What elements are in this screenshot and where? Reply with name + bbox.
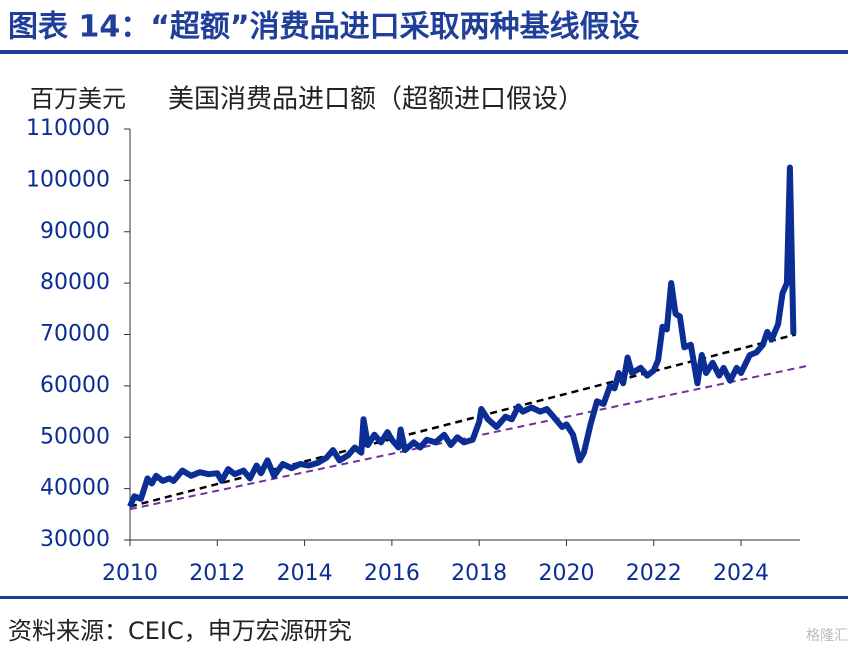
- y-tick-label: 80000: [40, 270, 110, 295]
- header-rule: [0, 50, 848, 54]
- y-tick-label: 30000: [40, 527, 110, 552]
- x-tick-label: 2014: [277, 561, 333, 586]
- chart-title: 美国消费品进口额（超额进口假设）: [168, 85, 584, 115]
- footer-rule: [0, 596, 848, 599]
- y-tick-label: 40000: [40, 476, 110, 501]
- watermark: 格隆汇: [806, 628, 848, 644]
- y-tick-label: 100000: [26, 167, 110, 192]
- y-tick-label: 50000: [40, 424, 110, 449]
- figure-title: 图表 14：“超额”消费品进口采取两种基线假设: [8, 10, 640, 45]
- x-tick-label: 2024: [713, 561, 769, 586]
- series-line: [129, 333, 796, 508]
- x-tick-label: 2016: [364, 561, 420, 586]
- y-tick-label: 70000: [40, 322, 110, 347]
- series-line: [129, 364, 811, 511]
- y-tick-label: 110000: [26, 116, 110, 141]
- y-axis-label: 百万美元: [30, 85, 126, 113]
- x-tick-label: 2018: [451, 561, 507, 586]
- x-tick-label: 2022: [626, 561, 682, 586]
- x-tick-label: 2010: [102, 561, 158, 586]
- y-tick-label: 90000: [40, 219, 110, 244]
- plot: 30000 40000 50000 60000 70000 80000 90000 10000…: [26, 116, 811, 586]
- series-line: [127, 164, 797, 508]
- x-tick-label: 2020: [538, 561, 594, 586]
- y-tick-label: 60000: [40, 373, 110, 398]
- x-tick-label: 2012: [189, 561, 245, 586]
- source-note: 资料来源：CEIC，申万宏源研究: [8, 617, 352, 645]
